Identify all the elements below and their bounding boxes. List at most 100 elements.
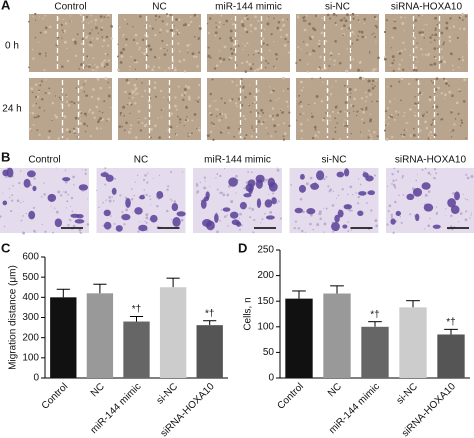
- texture: [401, 177, 403, 179]
- texture: [105, 199, 107, 201]
- texture: [392, 69, 395, 72]
- texture: [452, 69, 455, 71]
- texture: [220, 97, 223, 100]
- texture: [302, 16, 305, 20]
- texture: [36, 129, 39, 131]
- texture: [149, 198, 152, 201]
- texture: [149, 48, 153, 51]
- texture: [222, 58, 226, 61]
- texture: [33, 177, 36, 180]
- texture: [329, 119, 332, 122]
- texture: [287, 87, 290, 90]
- texture: [265, 60, 267, 63]
- y-tick-label: 150: [257, 296, 274, 307]
- texture: [93, 116, 96, 120]
- texture: [267, 62, 270, 65]
- cell: [6, 167, 14, 178]
- texture: [184, 23, 187, 26]
- texture: [402, 68, 405, 72]
- micrograph: [296, 78, 379, 140]
- texture: [331, 110, 335, 114]
- texture: [230, 200, 234, 204]
- texture: [456, 36, 459, 39]
- texture: [218, 21, 222, 24]
- texture: [314, 128, 317, 131]
- texture: [421, 31, 424, 35]
- texture: [365, 95, 368, 98]
- texture: [414, 19, 417, 22]
- texture: [444, 98, 446, 100]
- texture: [34, 19, 37, 21]
- texture: [416, 173, 418, 175]
- texture: [277, 124, 280, 126]
- texture: [430, 41, 432, 43]
- texture: [245, 30, 249, 34]
- texture: [186, 116, 188, 118]
- texture: [73, 101, 76, 105]
- texture: [118, 26, 121, 29]
- texture: [103, 59, 107, 62]
- texture: [392, 179, 395, 183]
- texture: [105, 62, 109, 66]
- texture: [455, 101, 459, 105]
- texture: [216, 188, 219, 191]
- texture: [41, 98, 44, 101]
- texture: [216, 230, 219, 234]
- texture: [286, 105, 289, 108]
- texture: [271, 118, 275, 121]
- texture: [131, 211, 133, 213]
- texture: [248, 92, 252, 96]
- bar: [196, 325, 223, 378]
- texture: [253, 101, 256, 104]
- texture: [435, 172, 437, 175]
- texture: [209, 92, 213, 96]
- texture: [295, 62, 298, 64]
- texture: [243, 27, 247, 31]
- texture: [313, 28, 317, 32]
- texture: [374, 24, 377, 27]
- texture: [401, 59, 403, 61]
- texture: [177, 85, 180, 88]
- texture: [28, 66, 30, 69]
- texture: [229, 36, 233, 40]
- texture: [75, 127, 79, 130]
- texture: [414, 104, 416, 107]
- texture: [85, 15, 89, 19]
- texture: [147, 44, 151, 48]
- texture: [400, 77, 404, 81]
- texture: [282, 76, 285, 80]
- texture: [391, 136, 394, 139]
- texture: [169, 13, 172, 17]
- texture: [448, 84, 450, 87]
- texture: [183, 70, 187, 73]
- texture: [309, 37, 312, 41]
- texture: [470, 214, 472, 216]
- texture: [19, 170, 22, 172]
- texture: [297, 16, 300, 19]
- texture: [348, 87, 352, 91]
- texture: [263, 181, 266, 183]
- cell: [26, 170, 36, 178]
- texture: [216, 108, 219, 111]
- texture: [223, 24, 225, 26]
- texture: [367, 79, 371, 83]
- texture: [48, 25, 51, 29]
- significance-marker: *†: [205, 308, 214, 319]
- texture: [328, 190, 331, 193]
- texture: [143, 52, 147, 56]
- texture: [51, 101, 55, 105]
- texture: [242, 85, 245, 88]
- texture: [122, 33, 125, 36]
- texture: [44, 92, 47, 95]
- cell: [306, 208, 316, 215]
- texture: [44, 230, 47, 233]
- texture: [262, 57, 265, 60]
- texture: [299, 80, 303, 84]
- texture: [63, 115, 67, 119]
- texture: [294, 220, 297, 223]
- texture: [464, 218, 468, 222]
- texture: [43, 69, 46, 72]
- texture: [215, 177, 217, 179]
- texture: [281, 111, 284, 114]
- cell: [255, 179, 263, 189]
